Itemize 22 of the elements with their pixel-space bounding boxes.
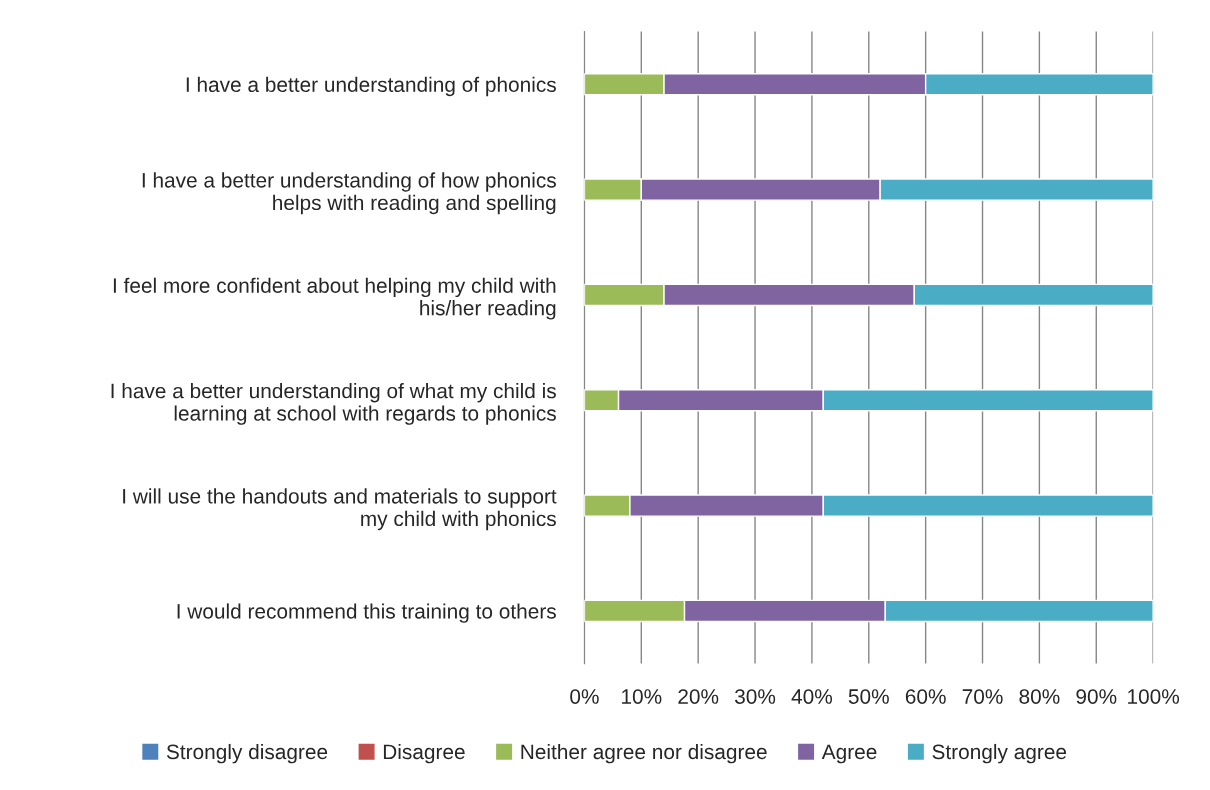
x-tick-label: 100% [1128, 689, 1180, 704]
legend-label: Disagree [383, 743, 465, 764]
y-tick-label: I have a better understanding of what my child is learning at school with regards to phonics [111, 383, 556, 425]
y-tick-label: I will use the handouts and materials to support my child with phonics [123, 488, 557, 531]
x-tick-label: 0% [570, 689, 599, 704]
x-tick-label: 10% [622, 689, 662, 704]
y-tick-label: I would recommend this training to others [177, 603, 556, 623]
legend-label: Neither agree nor disagree [521, 743, 767, 764]
legend-label: Agree [821, 744, 877, 764]
x-tick-label: 30% [734, 689, 776, 704]
y-tick-label: I feel more confident about helping my child with his/her reading [113, 277, 556, 320]
x-tick-label: 70% [962, 689, 1003, 704]
y-tick-label: I have a better understanding of how phonics helps with reading and spelling [142, 172, 556, 215]
x-tick-label: 80% [1019, 689, 1060, 704]
x-tick-label: 90% [1076, 689, 1117, 704]
x-tick-label: 40% [791, 689, 833, 704]
legend-label: Strongly agree [932, 743, 1067, 764]
x-tick-label: 60% [905, 689, 946, 704]
legend-label: Strongly disagree [166, 743, 328, 764]
x-tick-label: 20% [678, 689, 719, 704]
x-tick-label: 50% [848, 689, 889, 704]
y-tick-label: I have a better understanding of phonics [186, 76, 556, 97]
